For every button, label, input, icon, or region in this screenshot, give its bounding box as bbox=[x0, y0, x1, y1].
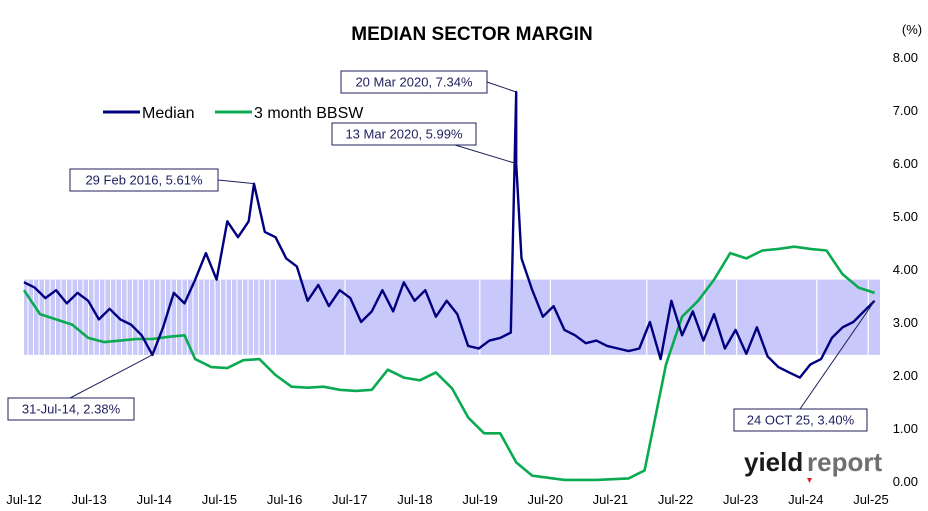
y-axis-ticks: 0.00 1.00 2.00 3.00 4.00 5.00 6.00 7.00 8.00 bbox=[893, 50, 918, 489]
median-line bbox=[23, 90, 876, 379]
annotation-leader bbox=[799, 300, 876, 410]
annotations: 20 Mar 2020, 7.34% 13 Mar 2020, 5.99% 29 F… bbox=[7, 70, 876, 432]
x-tick-label: Jul-25 bbox=[853, 492, 888, 507]
annotation-leader bbox=[454, 144, 517, 165]
chart-title: MEDIAN SECTOR MARGIN bbox=[351, 24, 592, 45]
x-tick-label: Jul-20 bbox=[528, 492, 563, 507]
x-tick-label: Jul-23 bbox=[723, 492, 758, 507]
annotation-leader bbox=[69, 354, 153, 399]
x-tick-label: Jul-24 bbox=[788, 492, 823, 507]
annotation-label: 24 OCT 25, 3.40% bbox=[747, 413, 855, 428]
annotation-box bbox=[69, 168, 219, 192]
logo-mark bbox=[807, 478, 812, 483]
annotation-box bbox=[7, 397, 135, 421]
annotation-label: 20 Mar 2020, 7.34% bbox=[355, 75, 473, 90]
y-tick-label: 2.00 bbox=[893, 368, 918, 383]
annotation-leader bbox=[217, 179, 255, 185]
annotation-label: 31-Jul-14, 2.38% bbox=[22, 402, 121, 417]
y-tick-label: 7.00 bbox=[893, 103, 918, 118]
yieldreport-logo: yield report bbox=[744, 447, 882, 483]
x-tick-label: Jul-12 bbox=[6, 492, 41, 507]
y-tick-label: 6.00 bbox=[893, 156, 918, 171]
x-tick-label: Jul-17 bbox=[332, 492, 367, 507]
y-tick-label: 8.00 bbox=[893, 50, 918, 65]
x-tick-label: Jul-14 bbox=[137, 492, 172, 507]
legend: Median 3 month BBSW bbox=[103, 105, 364, 122]
annotation-box bbox=[331, 122, 477, 146]
x-tick-label: Jul-19 bbox=[462, 492, 497, 507]
annotation-box bbox=[733, 408, 868, 432]
y-tick-label: 0.00 bbox=[893, 474, 918, 489]
legend-label-median: Median bbox=[142, 105, 194, 122]
x-tick-label: Jul-16 bbox=[267, 492, 302, 507]
y-unit-label: (%) bbox=[902, 22, 922, 37]
x-tick-label: Jul-13 bbox=[71, 492, 106, 507]
x-tick-label: Jul-15 bbox=[202, 492, 237, 507]
x-tick-label: Jul-18 bbox=[397, 492, 432, 507]
x-axis-ticks: Jul-12 Jul-13 Jul-14 Jul-15 Jul-16 Jul-17 Jul-… bbox=[6, 492, 888, 507]
logo-part-2: report bbox=[807, 447, 882, 477]
logo-part-1: yield bbox=[744, 447, 803, 477]
annotation-leader bbox=[486, 81, 517, 93]
y-tick-label: 3.00 bbox=[893, 315, 918, 330]
annotation-label: 29 Feb 2016, 5.61% bbox=[85, 173, 203, 188]
y-tick-label: 1.00 bbox=[893, 421, 918, 436]
x-tick-label: Jul-21 bbox=[593, 492, 628, 507]
series-lines bbox=[22, 90, 876, 482]
annotation-label: 13 Mar 2020, 5.99% bbox=[345, 127, 463, 142]
bbsw-line bbox=[22, 245, 876, 482]
y-tick-label: 5.00 bbox=[893, 209, 918, 224]
y-tick-label: 4.00 bbox=[893, 262, 918, 277]
x-tick-label: Jul-22 bbox=[658, 492, 693, 507]
legend-label-bbsw: 3 month BBSW bbox=[254, 105, 364, 122]
annotation-box bbox=[340, 70, 488, 94]
